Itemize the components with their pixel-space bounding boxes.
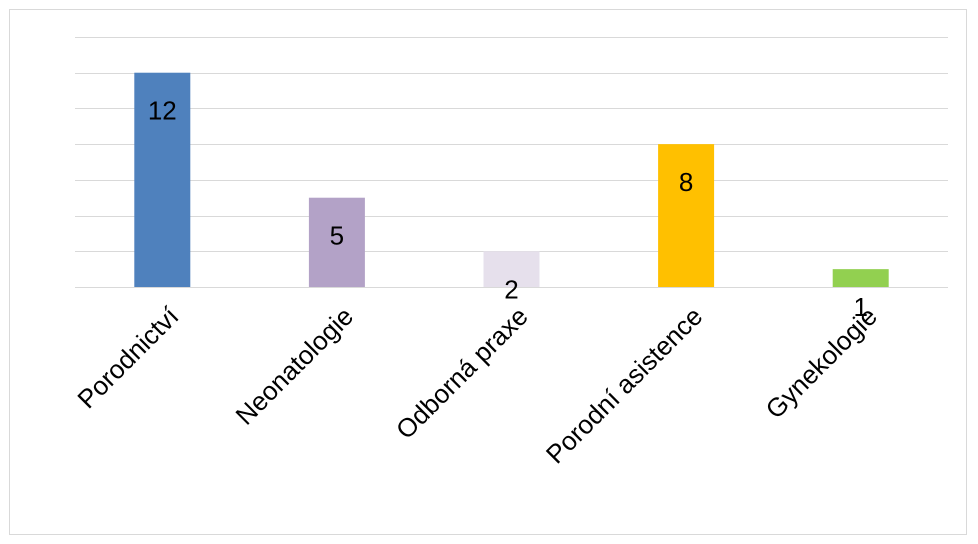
- bar-3: [483, 251, 540, 287]
- category-label: Neonatologie: [230, 301, 360, 431]
- category-labels: Porodnictví Neonatologie Odborná praxe Poro…: [71, 300, 883, 469]
- data-label: 12: [148, 96, 177, 126]
- bar-1: [134, 72, 191, 287]
- bar-5: [832, 269, 889, 287]
- category-label: Odborná praxe: [390, 301, 534, 445]
- category-label: Gynekologie: [760, 301, 883, 424]
- data-labels: 12 5 2 8 1: [148, 96, 868, 322]
- category-label: Porodnictví: [71, 300, 185, 414]
- data-label: 2: [504, 274, 518, 304]
- bar-2: [308, 197, 365, 287]
- gridlines: [75, 37, 948, 288]
- bars: [134, 72, 889, 287]
- bar-4: [658, 144, 715, 287]
- data-label: 1: [853, 292, 867, 322]
- category-label: Porodní asistence: [540, 301, 708, 469]
- data-label: 8: [679, 167, 693, 197]
- data-label: 5: [330, 221, 344, 251]
